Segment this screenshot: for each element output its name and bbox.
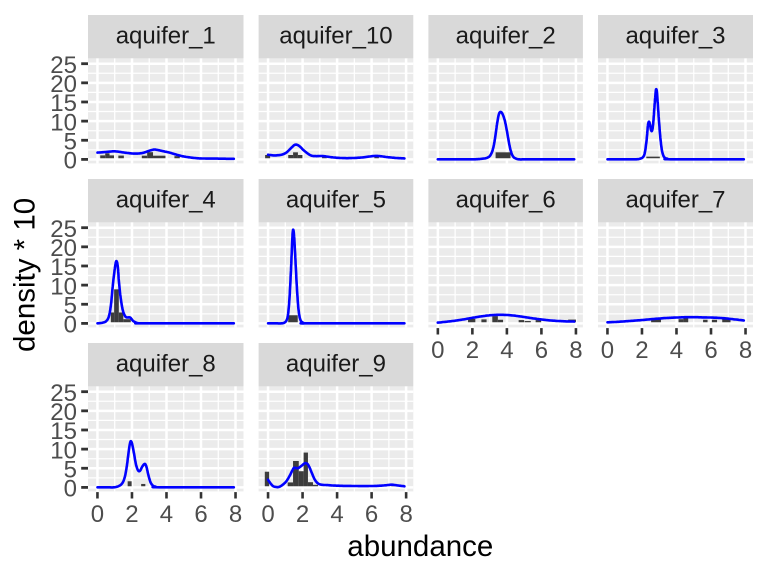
svg-text:5: 5: [64, 292, 77, 319]
svg-text:2: 2: [635, 337, 648, 364]
svg-text:5: 5: [64, 456, 77, 483]
svg-text:8: 8: [569, 337, 582, 364]
svg-text:8: 8: [399, 501, 412, 528]
svg-text:4: 4: [500, 337, 513, 364]
svg-text:15: 15: [50, 418, 77, 445]
svg-text:0: 0: [601, 337, 614, 364]
svg-text:aquifer_4: aquifer_4: [116, 187, 216, 214]
svg-text:aquifer_2: aquifer_2: [456, 23, 556, 50]
svg-text:25: 25: [50, 216, 77, 243]
svg-text:aquifer_1: aquifer_1: [116, 23, 216, 50]
svg-text:aquifer_10: aquifer_10: [279, 23, 392, 50]
svg-text:6: 6: [535, 337, 548, 364]
svg-text:20: 20: [50, 71, 77, 98]
svg-text:10: 10: [50, 109, 77, 136]
svg-text:aquifer_7: aquifer_7: [625, 187, 725, 214]
svg-text:aquifer_3: aquifer_3: [625, 23, 725, 50]
svg-text:2: 2: [296, 501, 309, 528]
svg-text:6: 6: [365, 501, 378, 528]
svg-text:25: 25: [50, 380, 77, 407]
svg-text:0: 0: [91, 501, 104, 528]
svg-text:2: 2: [466, 337, 479, 364]
svg-text:20: 20: [50, 399, 77, 426]
svg-text:8: 8: [739, 337, 752, 364]
svg-text:10: 10: [50, 437, 77, 464]
svg-text:4: 4: [160, 501, 173, 528]
svg-text:5: 5: [64, 128, 77, 155]
svg-text:20: 20: [50, 235, 77, 262]
svg-text:4: 4: [670, 337, 683, 364]
svg-text:10: 10: [50, 273, 77, 300]
svg-text:4: 4: [330, 501, 343, 528]
svg-text:6: 6: [704, 337, 717, 364]
svg-text:0: 0: [431, 337, 444, 364]
svg-text:2: 2: [125, 501, 138, 528]
svg-text:abundance: abundance: [347, 530, 493, 563]
svg-text:aquifer_6: aquifer_6: [456, 187, 556, 214]
svg-text:0: 0: [64, 148, 77, 175]
svg-text:0: 0: [64, 312, 77, 339]
svg-text:aquifer_5: aquifer_5: [286, 187, 386, 214]
svg-text:0: 0: [64, 476, 77, 503]
svg-text:8: 8: [229, 501, 242, 528]
svg-text:density * 10: density * 10: [9, 198, 42, 352]
svg-text:0: 0: [261, 501, 274, 528]
svg-text:15: 15: [50, 90, 77, 117]
svg-text:6: 6: [194, 501, 207, 528]
svg-text:aquifer_8: aquifer_8: [116, 351, 216, 378]
svg-text:25: 25: [50, 52, 77, 79]
svg-text:aquifer_9: aquifer_9: [286, 351, 386, 378]
svg-text:15: 15: [50, 254, 77, 281]
